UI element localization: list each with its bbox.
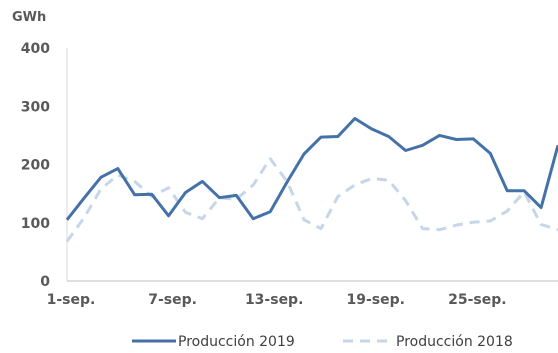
x-tick-label: 25-sep. [448,292,506,308]
y-axis-ticks: 0 100 200 300 400 [21,41,50,290]
legend-item-2018: Producción 2018 [343,334,513,350]
x-axis-ticks: 1-sep. 7-sep. 13-sep. 19-sep. 25-sep. [47,292,507,308]
legend: Producción 2019 Producción 2018 [132,334,513,350]
series-line-2019 [65,117,558,221]
legend-item-2019: Producción 2019 [132,334,295,350]
series-layer [65,117,558,243]
legend-label-2019: Producción 2019 [178,334,295,350]
y-tick-label: 100 [21,216,50,232]
legend-label-2018: Producción 2018 [396,334,513,350]
series-line-2018 [65,157,558,243]
x-tick-label: 19-sep. [347,292,405,308]
y-tick-label: 0 [40,274,50,290]
x-tick-label: 7-sep. [148,292,197,308]
y-tick-label: 300 [21,99,50,115]
x-tick-label: 13-sep. [245,292,303,308]
x-tick-label: 1-sep. [47,292,96,308]
y-tick-label: 200 [21,158,50,174]
y-tick-label: 400 [21,41,50,57]
y-unit-label: GWh [12,10,46,25]
